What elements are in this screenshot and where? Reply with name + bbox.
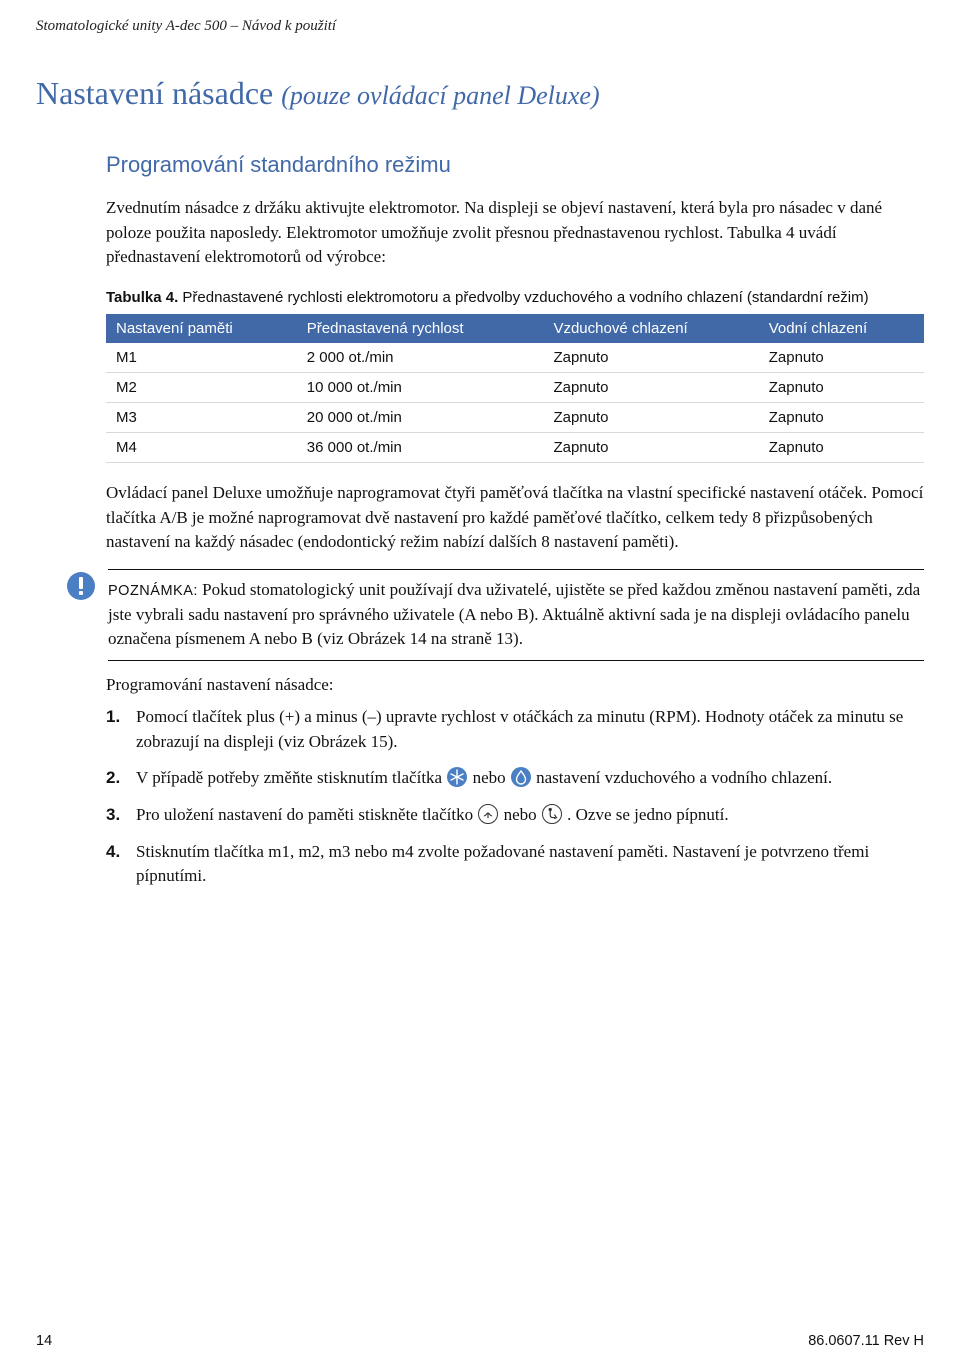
table-row: M1 2 000 ot./min Zapnuto Zapnuto — [106, 343, 924, 373]
step-text: nastavení vzduchového a vodního chlazení… — [536, 768, 832, 787]
step-text: Stisknutím tlačítka m1, m2, m3 nebo m4 z… — [136, 842, 869, 886]
step-item: Pomocí tlačítek plus (+) a minus (–) upr… — [106, 705, 924, 754]
table-row: M3 20 000 ot./min Zapnuto Zapnuto — [106, 403, 924, 433]
cell-memory: M2 — [106, 373, 297, 403]
cell-air: Zapnuto — [543, 433, 758, 463]
water-coolant-icon — [511, 767, 531, 787]
note-text: POZNÁMKA: Pokud stomatologický unit použ… — [108, 569, 924, 661]
table-row: M2 10 000 ot./min Zapnuto Zapnuto — [106, 373, 924, 403]
cell-memory: M1 — [106, 343, 297, 373]
note-body: Pokud stomatologický unit používají dva … — [108, 580, 920, 648]
cell-air: Zapnuto — [543, 373, 758, 403]
cell-water: Zapnuto — [759, 403, 924, 433]
note-label: POZNÁMKA: — [108, 583, 198, 599]
air-coolant-icon — [447, 767, 467, 787]
page-number: 14 — [36, 1333, 52, 1349]
steps-intro: Programování nastavení násadce: — [106, 675, 924, 695]
title-subtitle: (pouze ovládací panel Deluxe) — [281, 81, 599, 110]
col-speed: Přednastavená rychlost — [297, 314, 544, 343]
table-caption-text: Přednastavené rychlosti elektromotoru a … — [178, 289, 868, 306]
step-text: Pomocí tlačítek plus (+) a minus (–) upr… — [136, 707, 903, 751]
step-item: Pro uložení nastavení do paměti stisknět… — [106, 803, 924, 828]
cell-speed: 20 000 ot./min — [297, 403, 544, 433]
col-water: Vodní chlazení — [759, 314, 924, 343]
col-air: Vzduchové chlazení — [543, 314, 758, 343]
program-icon — [542, 804, 562, 824]
cell-water: Zapnuto — [759, 343, 924, 373]
step-text: V případě potřeby změňte stisknutím tlač… — [136, 768, 446, 787]
table-caption: Tabulka 4. Přednastavené rychlosti elekt… — [106, 288, 924, 308]
title-main: Nastavení násadce — [36, 75, 273, 111]
step-text: nebo — [504, 805, 541, 824]
cell-memory: M3 — [106, 403, 297, 433]
save-icon — [478, 804, 498, 824]
intro-paragraph: Zvednutím násadce z držáku aktivujte ele… — [106, 196, 924, 270]
alert-icon — [66, 571, 96, 601]
cell-memory: M4 — [106, 433, 297, 463]
table-row: M4 36 000 ot./min Zapnuto Zapnuto — [106, 433, 924, 463]
step-item: Stisknutím tlačítka m1, m2, m3 nebo m4 z… — [106, 840, 924, 889]
table-header-row: Nastavení paměti Přednastavená rychlost … — [106, 314, 924, 343]
page-title: Nastavení násadce (pouze ovládací panel … — [36, 75, 924, 112]
running-header: Stomatologické unity A-dec 500 – Návod k… — [36, 18, 924, 35]
cell-speed: 2 000 ot./min — [297, 343, 544, 373]
col-memory: Nastavení paměti — [106, 314, 297, 343]
cell-speed: 36 000 ot./min — [297, 433, 544, 463]
cell-air: Zapnuto — [543, 343, 758, 373]
step-text: Pro uložení nastavení do paměti stisknět… — [136, 805, 477, 824]
cell-air: Zapnuto — [543, 403, 758, 433]
steps-list: Pomocí tlačítek plus (+) a minus (–) upr… — [106, 705, 924, 889]
cell-water: Zapnuto — [759, 373, 924, 403]
step-text: nebo — [473, 768, 510, 787]
page-footer: 14 86.0607.11 Rev H — [36, 1333, 924, 1349]
preset-table: Nastavení paměti Přednastavená rychlost … — [106, 314, 924, 463]
after-table-paragraph: Ovládací panel Deluxe umožňuje naprogram… — [106, 481, 924, 555]
doc-revision: 86.0607.11 Rev H — [808, 1333, 924, 1349]
step-item: V případě potřeby změňte stisknutím tlač… — [106, 766, 924, 791]
section-heading: Programování standardního režimu — [106, 152, 924, 178]
cell-water: Zapnuto — [759, 433, 924, 463]
note-block: POZNÁMKA: Pokud stomatologický unit použ… — [66, 569, 924, 661]
cell-speed: 10 000 ot./min — [297, 373, 544, 403]
table-caption-label: Tabulka 4. — [106, 289, 178, 306]
step-text: . Ozve se jedno pípnutí. — [567, 805, 728, 824]
